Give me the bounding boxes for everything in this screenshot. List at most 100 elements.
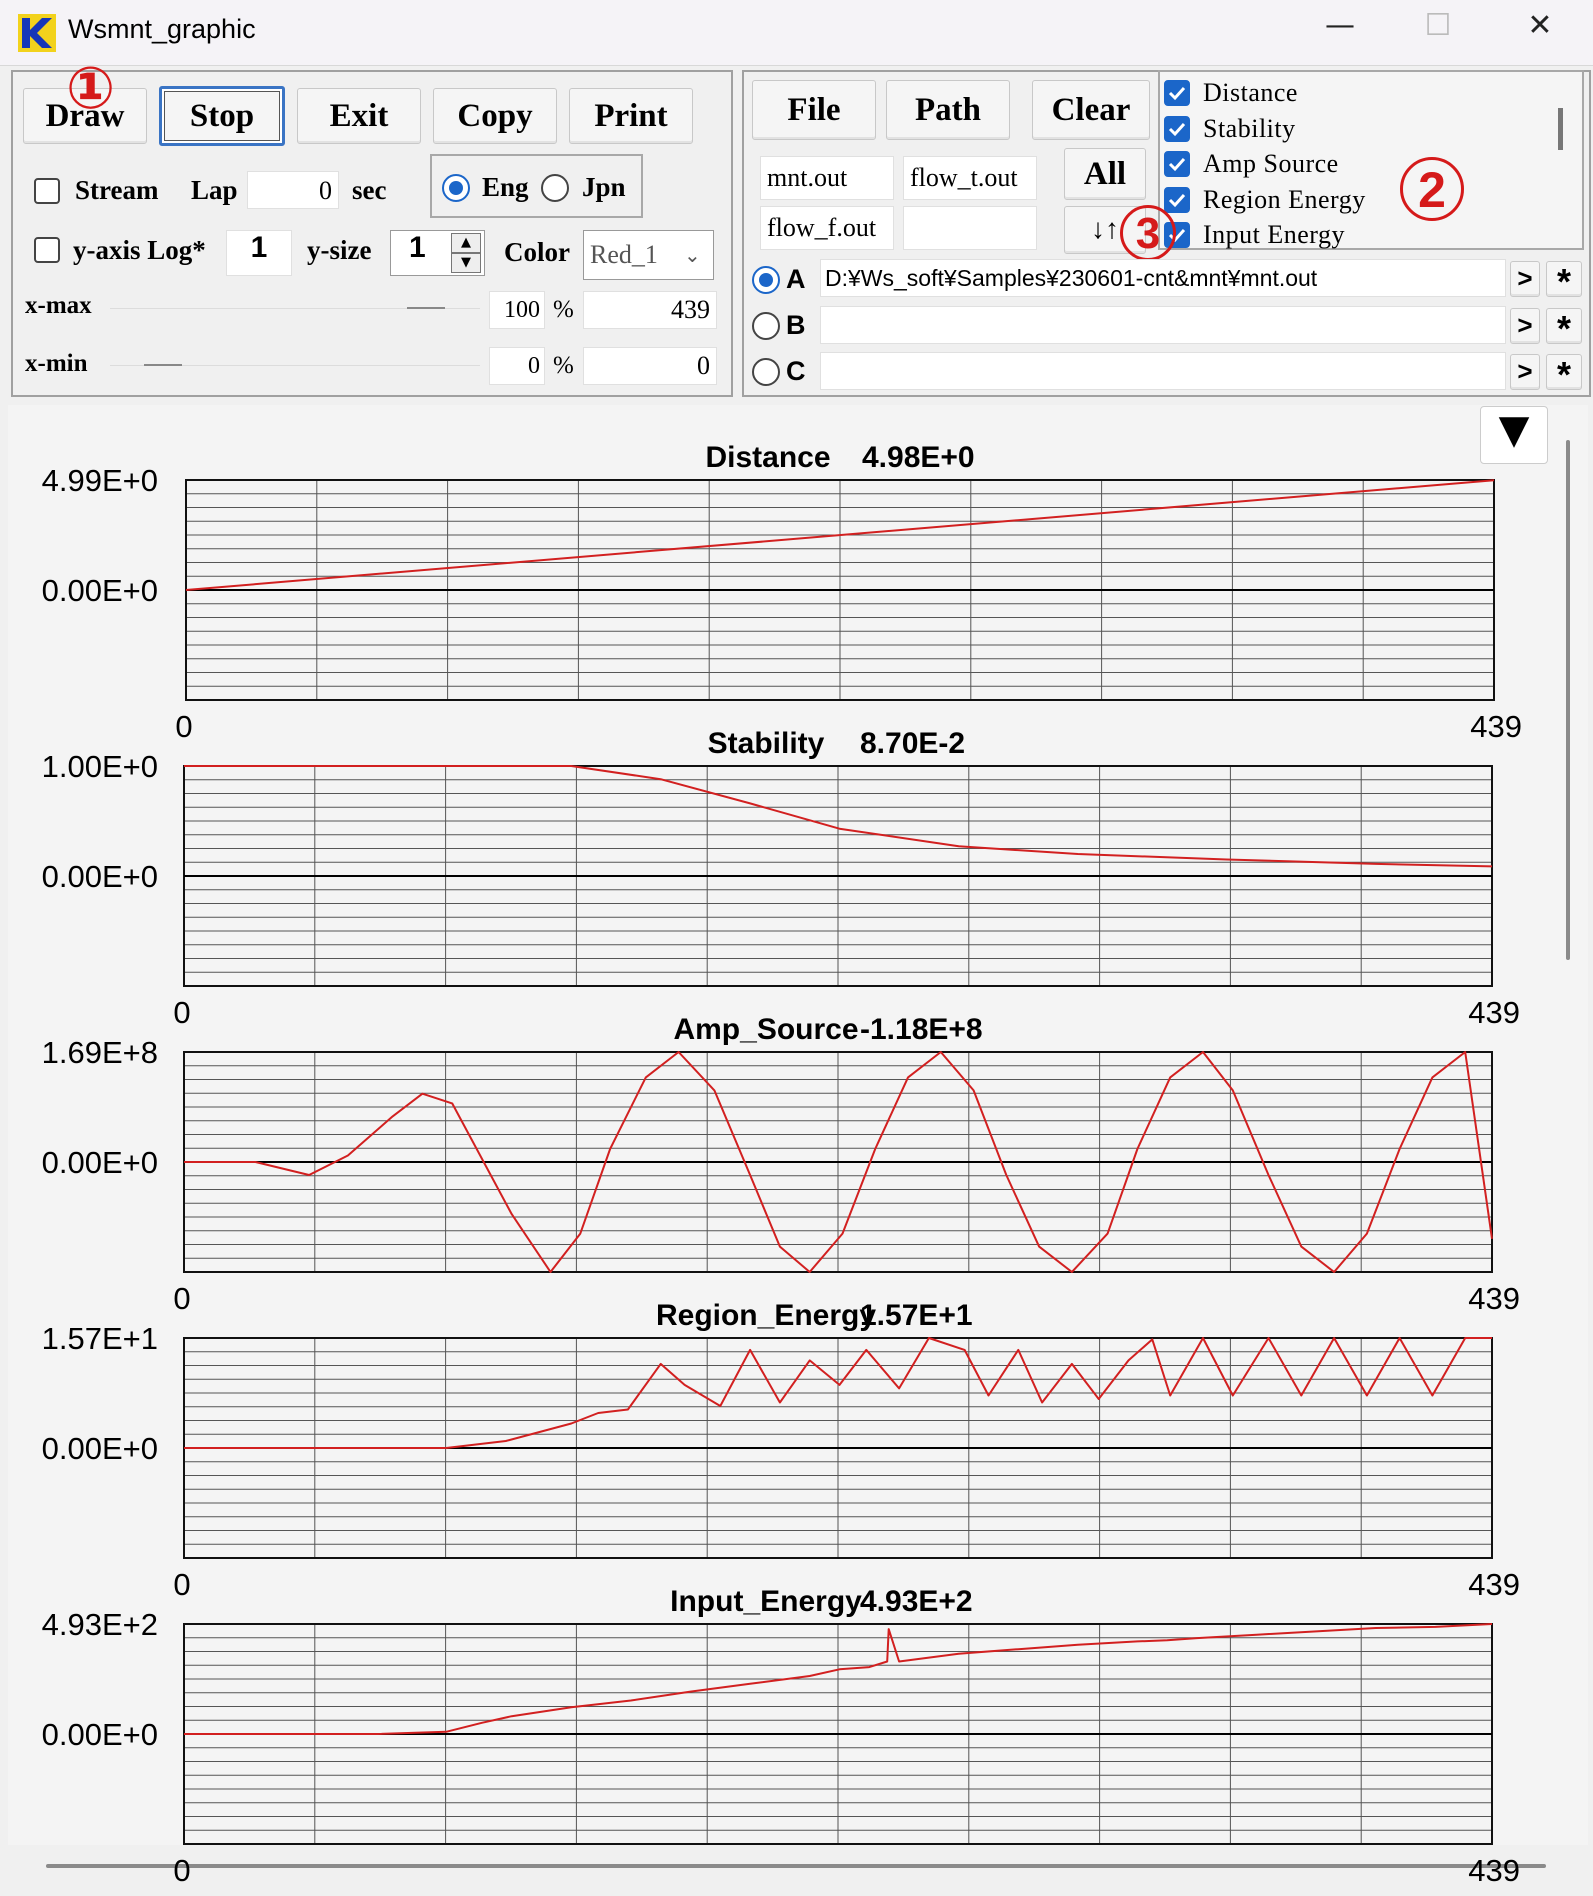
exit-button[interactable]: Exit: [297, 88, 421, 144]
y-axis-max-label: 1.69E+8: [42, 1035, 158, 1070]
xmax-slider-thumb[interactable]: [407, 307, 445, 309]
variable-checkbox[interactable]: [1164, 115, 1190, 142]
xmax-slider-track[interactable]: [110, 308, 480, 309]
series-line: [185, 479, 1495, 591]
file-name-1[interactable]: mnt.out: [760, 156, 894, 200]
variable-label: Region Energy: [1203, 184, 1366, 214]
app-icon: [18, 14, 56, 52]
eng-label: Eng: [482, 172, 529, 202]
series-line: [184, 765, 1493, 868]
print-button[interactable]: Print: [569, 88, 693, 144]
variable-label: Distance: [1203, 78, 1298, 107]
maximize-button[interactable]: ☐: [1424, 8, 1452, 43]
ylog-label: y-axis Log*: [73, 235, 206, 265]
path-c-star-button[interactable]: *: [1546, 354, 1582, 395]
chart-current-value: -1.18E+8: [860, 1013, 983, 1046]
all-button[interactable]: All: [1064, 148, 1146, 200]
variable-label: Amp Source: [1203, 149, 1339, 178]
path-c-input[interactable]: [820, 352, 1506, 390]
chart-title: Stability: [708, 727, 825, 760]
path-c-browse-button[interactable]: >: [1510, 354, 1540, 390]
y-axis-zero-label: 0.00E+0: [42, 1145, 158, 1180]
y-axis-max-label: 1.57E+1: [42, 1321, 158, 1356]
xmin-percent[interactable]: 0: [489, 347, 545, 385]
x-axis-max-label: 439: [1468, 995, 1520, 1030]
variable-checkbox[interactable]: [1164, 80, 1190, 106]
x-axis-min-label: 0: [173, 1567, 190, 1602]
path-a-star-button[interactable]: *: [1546, 261, 1582, 302]
x-axis-min-label: 0: [173, 1853, 190, 1888]
chevron-down-icon: ⌄: [684, 243, 701, 267]
ysize-up-icon[interactable]: ▲: [451, 233, 481, 253]
variable-checkbox[interactable]: [1164, 151, 1190, 177]
scroll-down-button[interactable]: ▼: [1480, 406, 1548, 464]
ylog-input[interactable]: 1: [226, 230, 292, 276]
xmin-slider-track[interactable]: [110, 365, 480, 366]
path-b-label: B: [786, 310, 806, 340]
xmax-label: x-max: [25, 292, 92, 319]
jpn-radio[interactable]: [541, 174, 569, 202]
xmin-label: x-min: [25, 350, 88, 377]
y-axis-zero-label: 0.00E+0: [42, 1717, 158, 1752]
path-b-input[interactable]: [820, 306, 1506, 344]
xmin-input[interactable]: 0: [583, 347, 717, 385]
path-b-radio[interactable]: [752, 312, 780, 340]
xmax-percent-sign: %: [553, 296, 574, 323]
copy-button[interactable]: Copy: [433, 88, 557, 144]
vertical-scrollbar[interactable]: [1566, 440, 1570, 960]
horizontal-scrollbar[interactable]: [46, 1864, 1546, 1868]
variable-list[interactable]: [1158, 70, 1584, 250]
xmin-slider-thumb[interactable]: [144, 364, 182, 366]
file-button[interactable]: File: [752, 80, 876, 140]
x-axis-max-label: 439: [1468, 1567, 1520, 1602]
lap-input[interactable]: 0: [247, 171, 339, 209]
path-a-input[interactable]: D:¥Ws_soft¥Samples¥230601-cnt&mnt¥mnt.ou…: [820, 259, 1506, 297]
chart-title: Input_Energy: [670, 1585, 862, 1618]
draw-button[interactable]: Draw: [23, 88, 147, 144]
color-label: Color: [504, 237, 570, 267]
x-axis-max-label: 439: [1468, 1281, 1520, 1316]
path-b-star-button[interactable]: *: [1546, 308, 1582, 349]
y-axis-max-label: 4.93E+2: [42, 1607, 158, 1642]
series-line: [184, 1623, 1493, 1735]
minimize-button[interactable]: —: [1325, 8, 1355, 43]
xmax-input[interactable]: 439: [583, 291, 717, 329]
xmax-percent[interactable]: 100: [489, 291, 545, 329]
lap-label: Lap: [191, 175, 238, 205]
file-name-4[interactable]: [903, 206, 1037, 250]
variable-list-scrollbar[interactable]: [1558, 108, 1563, 150]
close-button[interactable]: ✕: [1527, 8, 1553, 43]
series-line: [184, 1051, 1493, 1273]
chart-current-value: 8.70E-2: [860, 727, 965, 760]
xmin-percent-sign: %: [553, 352, 574, 379]
eng-radio[interactable]: [442, 174, 470, 202]
x-axis-min-label: 0: [175, 709, 192, 744]
chart-title: Region_Energy: [656, 1299, 876, 1332]
path-c-label: C: [786, 356, 806, 386]
x-axis-min-label: 0: [173, 995, 190, 1030]
x-axis-min-label: 0: [173, 1281, 190, 1316]
path-a-browse-button[interactable]: >: [1510, 261, 1540, 297]
chart-current-value: 4.93E+2: [860, 1585, 973, 1618]
path-c-radio[interactable]: [752, 358, 780, 386]
y-axis-zero-label: 0.00E+0: [42, 573, 158, 608]
color-select[interactable]: Red_1: [583, 230, 714, 280]
annotation-mark-1: ①: [66, 54, 116, 122]
sec-label: sec: [352, 175, 387, 205]
file-name-3[interactable]: flow_f.out: [760, 206, 894, 250]
x-axis-max-label: 439: [1468, 1853, 1520, 1888]
path-a-radio[interactable]: [752, 266, 780, 294]
stop-button[interactable]: Stop: [159, 86, 285, 146]
path-button[interactable]: Path: [886, 80, 1010, 140]
annotation-mark-2: 2: [1400, 157, 1464, 221]
ysize-down-icon[interactable]: ▼: [451, 253, 481, 273]
path-b-browse-button[interactable]: >: [1510, 308, 1540, 344]
ylog-checkbox[interactable]: [34, 237, 60, 263]
variable-checkbox[interactable]: [1164, 186, 1190, 213]
clear-button[interactable]: Clear: [1032, 80, 1150, 140]
ysize-label: y-size: [307, 235, 372, 265]
language-group: [430, 154, 643, 218]
file-name-2[interactable]: flow_t.out: [903, 156, 1037, 200]
stream-checkbox[interactable]: [34, 178, 60, 204]
